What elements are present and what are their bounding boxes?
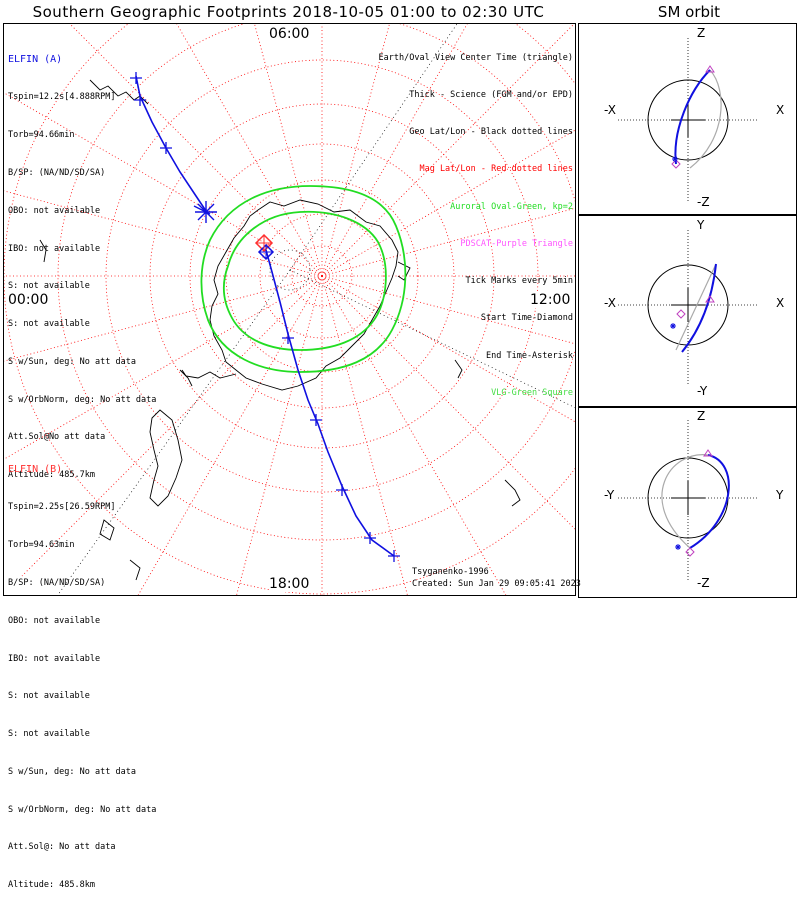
- elfin-a-line: Torb=94.66min: [8, 130, 75, 141]
- elfin-a-line: OBO: not available: [8, 205, 101, 216]
- sm-panel-1-plot: [618, 38, 758, 202]
- elfin-a-line: IBO: not available: [8, 243, 101, 254]
- credit-created: Created: Sun Jan 29 09:05:41 2023: [412, 579, 581, 589]
- coastlines: [39, 79, 521, 581]
- hour-label-top: 06:00: [269, 26, 310, 42]
- elfin-b-line: Altitude: 485.8km: [8, 880, 95, 891]
- sm2-left-label: -X: [604, 296, 616, 310]
- sm3-right-label: Y: [776, 488, 784, 502]
- elfin-a-line: Att.Sol@No att data: [8, 432, 106, 443]
- elfin-b-line: Tspin=2.25s[26.59RPM]: [8, 502, 116, 513]
- sm2-top-label: Y: [697, 218, 705, 232]
- sm-panel-3-plot: [618, 420, 758, 580]
- elfin-a-line: B/SP: (NA/ND/SD/SA): [8, 167, 106, 178]
- elfin-b-line: OBO: not available: [8, 615, 101, 626]
- sm-panel-3-frame: [578, 407, 797, 598]
- sm-panel-1-frame: [578, 23, 797, 215]
- elfin-b-line: S: not available: [8, 729, 90, 740]
- elfin-a-name: ELFIN (A): [8, 54, 63, 66]
- legend-item: VLG-Green Square: [491, 387, 573, 398]
- sm2-bottom-label: -Y: [697, 384, 708, 398]
- sm-panel-2-frame: [578, 215, 797, 407]
- sm3-left-label: -Y: [604, 488, 615, 502]
- auroral-oval: [200, 185, 407, 373]
- footprint-map-frame: [3, 23, 576, 596]
- elfin-a-line: Tspin=12.2s[4.888RPM]: [8, 92, 116, 103]
- elfin-b-info: ELFIN (B) Tspin=2.25s[26.59RPM] Torb=94.…: [8, 438, 156, 904]
- elfin-b-line: Att.Sol@: No att data: [8, 842, 116, 853]
- elfin-a-line: S w/OrbNorm, deg: No att data: [8, 394, 157, 405]
- legend-item: Start Time-Diamond: [480, 313, 573, 324]
- legend-item: PDSCAT-Purple Triangle: [460, 238, 573, 249]
- end-asterisk-icon: [193, 201, 217, 223]
- legend-item: End Time-Asterisk: [486, 350, 573, 361]
- elfin-a-line: S: not available: [8, 281, 90, 292]
- tick-marks: [130, 72, 400, 562]
- legend: Earth/Oval View Center Time (triangle) T…: [379, 27, 573, 412]
- sm1-right-label: X: [776, 103, 785, 117]
- legend-item: Earth/Oval View Center Time (triangle): [378, 52, 573, 63]
- sm3-bottom-label: -Z: [697, 576, 710, 590]
- elfin-b-name: ELFIN (B): [8, 464, 63, 476]
- geo-grid: [57, 24, 575, 595]
- elfin-a-info: ELFIN (A) Tspin=12.2s[4.888RPM] Torb=94.…: [8, 28, 156, 494]
- sm-orbit-title: SM orbit: [657, 3, 721, 21]
- elfin-a-line: S w/Sun, deg: No att data: [8, 356, 136, 367]
- elfin-a-line: S: not available: [8, 319, 90, 330]
- elfin-b-line: S w/OrbNorm, deg: No att data: [8, 804, 157, 815]
- hour-label-right: 12:00: [530, 292, 571, 308]
- elfin-b-line: S w/Sun, deg: No att data: [8, 766, 136, 777]
- sm2-right-label: X: [776, 296, 785, 310]
- credit-model: Tsyganenko-1996: [412, 567, 489, 577]
- legend-item: Mag Lat/Lon - Red dotted lines: [419, 164, 573, 175]
- sm1-bottom-label: -Z: [697, 195, 710, 209]
- legend-item: Auroral Oval-Green, kp=2: [450, 201, 573, 212]
- elfin-a-line: Altitude: 485.7km: [8, 470, 95, 481]
- sm3-top-label: Z: [697, 409, 706, 423]
- elfin-b-line: Torb=94.63min: [8, 540, 75, 551]
- sm-panel-2-plot: [618, 230, 758, 385]
- sm1-left-label: -X: [604, 103, 616, 117]
- page-title: Southern Geographic Footprints 2018-10-0…: [32, 3, 545, 21]
- elfin-b-line: S: not available: [8, 691, 90, 702]
- hour-label-left: 00:00: [8, 292, 49, 308]
- legend-item: Geo Lat/Lon - Black dotted lines: [409, 127, 573, 138]
- map-canvas: [4, 24, 758, 595]
- legend-item: Thick - Science (FGM and/or EPD): [409, 90, 573, 101]
- start-diamond-icon: [254, 233, 275, 261]
- elfin-b-line: B/SP: (NA/ND/SD/SA): [8, 577, 106, 588]
- elfin-b-line: IBO: not available: [8, 653, 101, 664]
- sm1-top-label: Z: [697, 26, 706, 40]
- hour-label-bottom: 18:00: [269, 576, 310, 592]
- legend-item: Tick Marks every 5min: [465, 276, 573, 287]
